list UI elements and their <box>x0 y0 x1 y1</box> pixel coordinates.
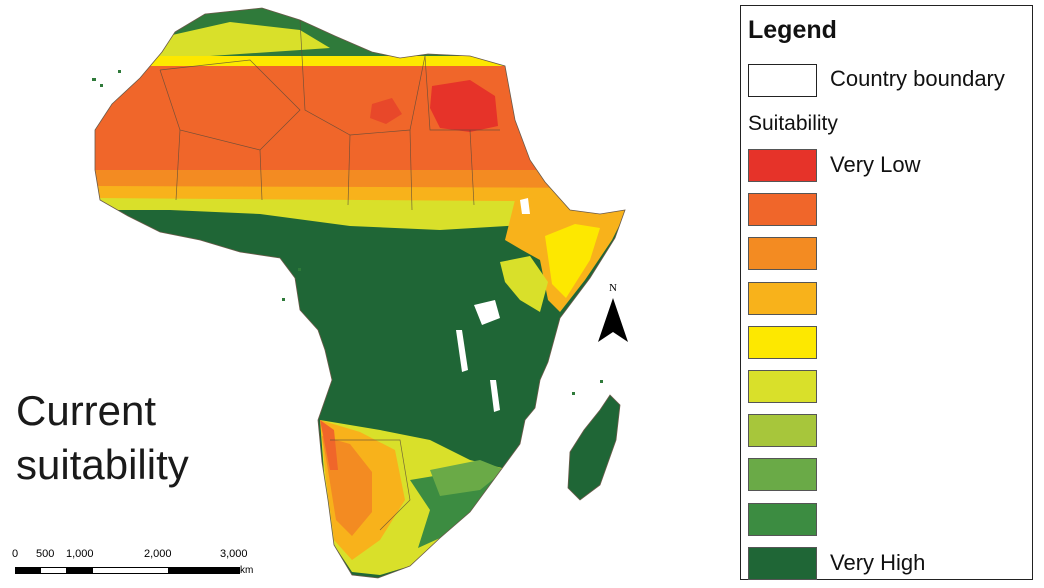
suitability-swatch <box>748 502 817 536</box>
suitability-raster <box>95 8 625 578</box>
suitability-swatch <box>748 414 817 448</box>
scale-tick-label: 500 <box>36 548 55 560</box>
suitability-swatch <box>748 149 817 182</box>
scale-bar: 0 500 1,000 2,000 3,000 km <box>12 548 254 584</box>
scale-segment <box>66 567 93 574</box>
suitability-class-label: Very Low <box>830 152 921 177</box>
legend-panel: Legend Country boundary Suitability Very… <box>740 5 1033 580</box>
scale-segment <box>40 567 67 574</box>
map-title-line1: Current <box>16 387 157 434</box>
suitability-swatch <box>748 458 817 492</box>
suitability-swatch <box>748 546 817 580</box>
suitability-swatch <box>748 370 817 403</box>
north-arrow-icon <box>598 298 628 342</box>
map-panel: Current suitability N 0 500 1,000 2,000 … <box>12 7 628 584</box>
scale-tick-label: 2,000 <box>144 548 172 560</box>
africa-suitability-map <box>92 7 626 579</box>
scale-tick-label: 0 <box>12 548 19 560</box>
suitability-swatch <box>748 281 817 315</box>
scale-segment <box>15 567 41 574</box>
north-label: N <box>609 282 617 294</box>
country-boundary-swatch <box>748 64 817 97</box>
legend-title: Legend <box>748 16 837 44</box>
suitability-swatch <box>748 193 817 227</box>
lakes <box>456 198 530 412</box>
suitability-heading: Suitability <box>748 112 838 135</box>
map-title: Current suitability <box>16 384 189 492</box>
small-islands <box>92 70 603 395</box>
scale-tick-label: 1,000 <box>66 548 94 560</box>
scale-unit: km <box>240 565 254 576</box>
country-boundaries <box>159 19 500 531</box>
scale-segment <box>92 567 169 574</box>
suitability-swatch <box>748 237 817 271</box>
scale-tick-label: 3,000 <box>220 548 248 560</box>
map-title-line2: suitability <box>16 441 189 488</box>
suitability-swatch <box>748 325 817 359</box>
suitability-class-label: Very High <box>830 549 926 575</box>
scale-segment <box>168 567 240 574</box>
country-boundary-label: Country boundary <box>830 66 1005 91</box>
madagascar-island <box>567 394 621 501</box>
